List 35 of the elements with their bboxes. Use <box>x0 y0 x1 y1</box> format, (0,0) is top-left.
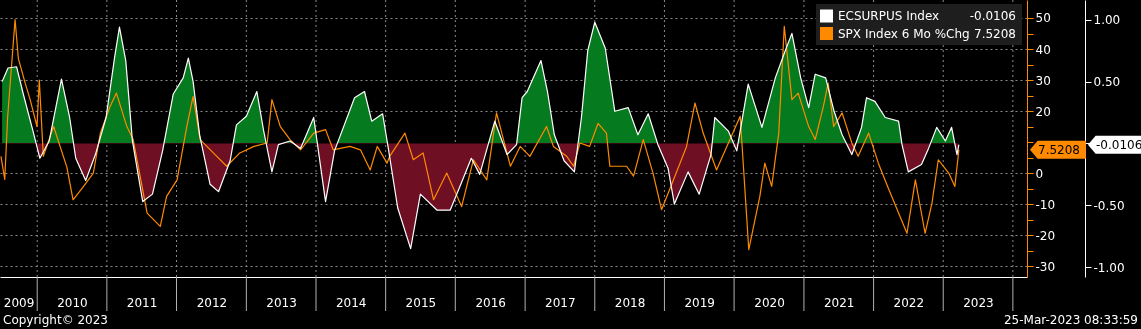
annotation: -0.0106 <box>969 9 1016 23</box>
x-tick-label: 2012 <box>196 295 228 310</box>
x-tick-label: 2009 <box>3 295 35 310</box>
x-tick-label: 2011 <box>126 295 158 310</box>
x-tick-label: 2020 <box>754 295 785 310</box>
x-tick-label: 2019 <box>684 295 715 310</box>
y-tick-label: -20 <box>1035 228 1056 243</box>
y-tick-label: -30 <box>1035 259 1056 274</box>
y2-tick-label: 1.00 <box>1093 13 1121 28</box>
x-tick-label: 2015 <box>405 295 437 310</box>
x-tick-label: 2022 <box>893 295 925 310</box>
x-tick-label: 2016 <box>475 295 506 310</box>
y-tick-label: 50 <box>1035 11 1051 26</box>
y-tick-label: 40 <box>1035 42 1051 57</box>
x-tick-label: 2018 <box>614 295 646 310</box>
x-tick-label: 2013 <box>266 295 297 310</box>
y2-tick-label: -0.50 <box>1093 198 1125 213</box>
x-tick-label: 2010 <box>57 295 88 310</box>
y-tick-label: 20 <box>1035 104 1051 119</box>
y-tick-label: -10 <box>1035 197 1056 212</box>
legend-label: SPX Index 6 Mo %Chg <box>838 26 970 41</box>
text: 25-Mar-2023 08:33:59 <box>1003 313 1138 327</box>
y-tick-label: 0 <box>1035 166 1044 181</box>
annotation: 7.5208 <box>974 26 1016 41</box>
x-tick-label: 2017 <box>545 295 576 310</box>
text: 7.5208 <box>1038 142 1080 157</box>
text: -0.0106 <box>1096 137 1141 152</box>
x-tick-label: 2014 <box>335 295 367 310</box>
y-tick-label: 30 <box>1035 73 1051 88</box>
y2-tick-label: -1.00 <box>1093 260 1125 275</box>
legend-label: ECSURPUS Index <box>838 9 940 23</box>
x-tick-label: 2021 <box>823 295 855 310</box>
x-tick-label: 2023 <box>963 295 994 310</box>
y2-tick-label: 0.50 <box>1093 75 1121 90</box>
text: Copyright© 2023 <box>3 313 108 327</box>
